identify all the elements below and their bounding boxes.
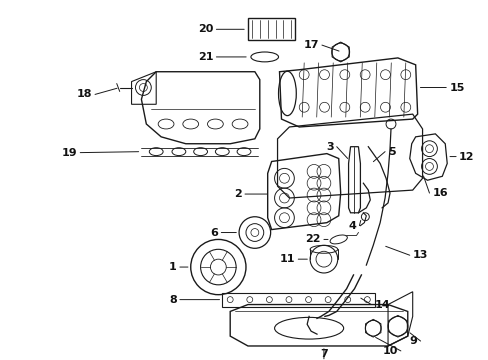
Text: 19: 19	[61, 148, 77, 158]
Text: 16: 16	[431, 188, 447, 198]
Text: 14: 14	[373, 300, 389, 310]
Text: 3: 3	[325, 142, 333, 152]
Text: 6: 6	[210, 228, 218, 238]
Text: 4: 4	[348, 221, 356, 231]
Text: 21: 21	[198, 52, 213, 62]
Text: 2: 2	[234, 189, 242, 199]
Text: 9: 9	[409, 336, 417, 346]
Text: 5: 5	[387, 147, 395, 157]
Text: 11: 11	[279, 254, 295, 264]
Text: 8: 8	[169, 294, 177, 305]
Bar	[222, 293, 374, 306]
Text: 13: 13	[412, 250, 427, 260]
Text: 1: 1	[169, 262, 177, 272]
Text: 15: 15	[448, 82, 464, 93]
Text: 10: 10	[382, 346, 397, 356]
Text: 18: 18	[77, 89, 92, 99]
Text: 20: 20	[198, 24, 213, 34]
Text: 12: 12	[458, 152, 473, 162]
Text: 22: 22	[305, 234, 320, 244]
Bar	[247, 18, 295, 40]
Text: 17: 17	[303, 40, 318, 50]
Text: 7: 7	[319, 349, 327, 359]
